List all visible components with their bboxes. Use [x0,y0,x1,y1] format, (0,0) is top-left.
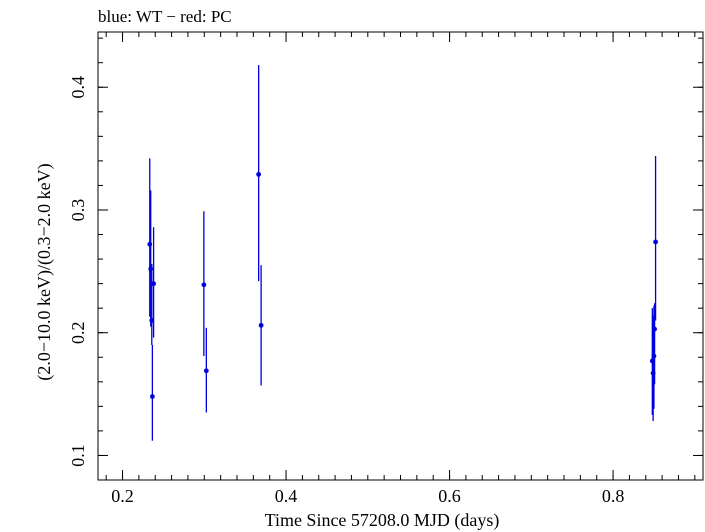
x-tick-label: 0.4 [275,486,298,506]
data-point [258,322,264,328]
data-point [147,241,153,247]
data-series [147,65,658,441]
x-tick-label: 0.6 [438,486,461,506]
y-tick-label: 0.1 [68,444,88,467]
chart-title: blue: WT − red: PC [98,7,232,26]
x-tick-label: 0.2 [111,486,134,506]
data-point [201,282,207,288]
data-point [652,326,657,332]
x-tick-label: 0.8 [602,486,625,506]
y-axis-label: (2.0−10.0 keV)/(0.3−2.0 keV) [34,163,55,380]
data-point [203,368,209,374]
data-point [149,394,155,399]
x-axis-label: Time Since 57208.0 MJD (days) [265,510,500,531]
plot-frame [97,31,704,481]
data-point [151,281,156,287]
y-tick-label: 0.2 [68,321,88,344]
y-tick-label: 0.4 [68,76,88,99]
data-point [653,239,658,245]
axis-ticks: 0.2 0.4 0.6 0.8 0.1 0.2 0.3 0.4 [68,32,703,506]
data-point [651,353,657,359]
y-tick-label: 0.3 [68,199,88,222]
data-point [256,171,262,177]
